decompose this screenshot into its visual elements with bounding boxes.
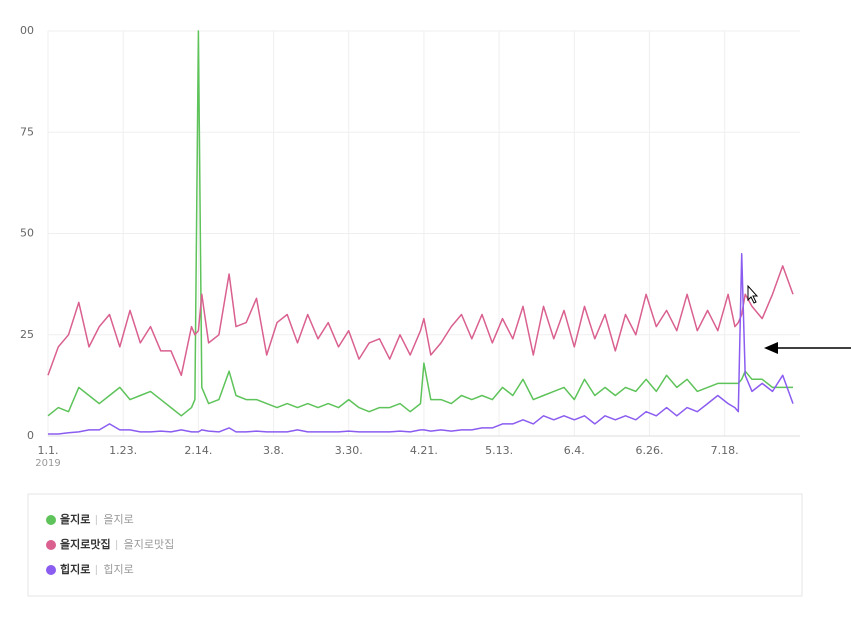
legend-keyword: 힙지로 bbox=[103, 563, 133, 576]
x-tick-label: 4.21. bbox=[410, 444, 438, 457]
year-label: 2019 bbox=[35, 458, 60, 469]
legend-swatch bbox=[46, 515, 56, 525]
legend-box bbox=[27, 493, 803, 597]
x-tick-label: 6.26. bbox=[635, 444, 663, 457]
y-tick-label: 0 bbox=[27, 429, 34, 442]
y-tick-label: 00 bbox=[20, 24, 34, 37]
x-tick-label: 3.8. bbox=[263, 444, 284, 457]
x-tick-label: 3.30. bbox=[335, 444, 363, 457]
legend-swatch bbox=[46, 565, 56, 575]
arrow-head bbox=[764, 342, 778, 354]
legend-swatch bbox=[46, 540, 56, 550]
cursor bbox=[747, 284, 759, 304]
legend-keyword: 을지로맛집 bbox=[124, 538, 175, 551]
x-tick-label: 1.1. bbox=[38, 444, 59, 457]
plot: 0 25 50 75 00 1.1. 1.23. 2.14. 3.8. 3.30. 4.21. 5.1… bbox=[20, 24, 800, 457]
legend-label: 힙지로 bbox=[60, 562, 90, 576]
legend-label: 을지로 bbox=[60, 512, 90, 526]
y-tick-label: 75 bbox=[20, 125, 34, 138]
y-tick-label: 50 bbox=[20, 227, 34, 240]
legend-label: 을지로맛집 bbox=[60, 537, 111, 551]
x-tick-label: 5.13. bbox=[485, 444, 513, 457]
legend-keyword: 을지로 bbox=[103, 513, 133, 526]
y-tick-label: 25 bbox=[20, 328, 34, 341]
x-tick-label: 6.4. bbox=[564, 444, 585, 457]
x-tick-label: 7.18. bbox=[711, 444, 739, 457]
series-line bbox=[48, 253, 794, 435]
x-tick-label: 1.23. bbox=[109, 444, 137, 457]
series-line bbox=[47, 265, 794, 377]
x-tick-label: 2.14. bbox=[184, 444, 212, 457]
series-line bbox=[47, 30, 793, 417]
